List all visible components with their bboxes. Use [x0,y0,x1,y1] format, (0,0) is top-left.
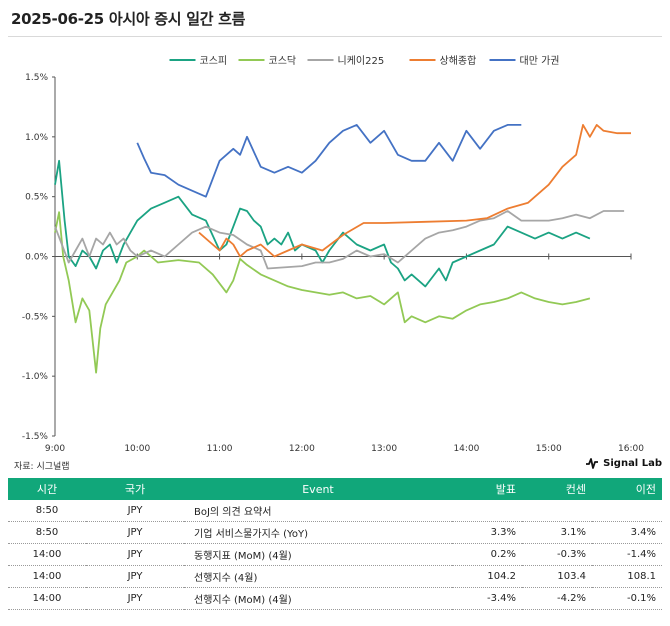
legend-label: 상해종합 [440,54,477,67]
header-actual: 발표 [452,478,522,500]
table-row: 14:00 JPY 동행지표 (MoM) (4월) 0.2% -0.3% -1.… [8,543,662,566]
y-tick-label: -1.0% [22,372,49,382]
chart-axes: 1.5% 1.0% 0.5% 0.0% -0.5% -1.0% -1.5% 9:00 10:00… [22,73,644,454]
x-tick-label: 12:00 [289,444,315,454]
asia-index-line-chart: 코스피 코스닥 니케이225 상해종합 대만 가권 1.5% 1.0% 0.5% 0.0% -0… [22,54,644,454]
event-previous: -0.1% [592,587,662,610]
page-title: 2025-06-25 아시아 증시 일간 흐름 [11,10,246,28]
event-country: JPY [86,587,184,610]
x-tick-label: 13:00 [371,444,397,454]
x-tick-label: 10:00 [124,444,150,454]
event-name: 기업 서비스물가지수 (YoY) [184,521,452,544]
event-actual: 104.2 [452,565,522,588]
event-actual: 3.3% [452,521,522,544]
signal-lab-brand: Signal Lab [585,457,662,469]
y-tick-label: 1.0% [25,133,48,143]
x-tick-label: 9:00 [45,444,65,454]
header-time: 시간 [8,478,86,500]
x-tick-label: 14:00 [453,444,479,454]
y-tick-label: -0.5% [22,312,49,322]
event-name: 선행지수 (MoM) (4월) [184,587,452,610]
event-previous: 3.4% [592,521,662,544]
event-consensus: 3.1% [522,521,592,544]
series-line-니케이225 [54,210,625,270]
table-row: 14:00 JPY 선행지수 (MoM) (4월) -3.4% -4.2% -0… [8,587,662,610]
event-country: JPY [86,543,184,566]
series-line-대만 가권 [136,124,522,198]
event-name: BoJ의 의견 요약서 [184,500,452,522]
event-name: 선행지수 (4월) [184,565,452,588]
legend-label: 대만 가권 [520,55,560,67]
event-consensus: 103.4 [522,565,592,588]
event-consensus: -4.2% [522,587,592,610]
event-time: 14:00 [8,565,86,588]
table-row: 8:50 JPY BoJ의 의견 요약서 [8,500,662,522]
event-consensus: -0.3% [522,543,592,566]
event-name: 동행지표 (MoM) (4월) [184,543,452,566]
chart-series [54,124,631,374]
event-time: 8:50 [8,500,86,522]
event-actual: -3.4% [452,587,522,610]
title-divider [8,36,662,37]
x-tick-label: 16:00 [618,444,644,454]
event-actual: 0.2% [452,543,522,566]
signal-lab-logo-icon [586,458,599,469]
header-country: 국가 [86,478,184,500]
event-time: 14:00 [8,543,86,566]
table-row: 14:00 JPY 선행지수 (4월) 104.2 103.4 108.1 [8,565,662,588]
event-consensus [522,500,592,522]
legend-label: 니케이225 [338,55,385,67]
y-tick-label: 0.5% [25,193,48,203]
event-time: 8:50 [8,521,86,544]
legend-label: 코스닥 [269,55,297,67]
table-row: 8:50 JPY 기업 서비스물가지수 (YoY) 3.3% 3.1% 3.4% [8,521,662,544]
series-line-코스피 [54,159,591,288]
y-tick-label: -1.5% [22,432,49,442]
events-header-row: 시간 국가 Event 발표 컨센 이전 [8,478,662,500]
x-tick-label: 11:00 [207,444,233,454]
event-country: JPY [86,521,184,544]
header-event: Event [184,478,452,500]
legend-label: 코스피 [200,55,228,67]
source-note: 자료: 시그널랩 [14,462,70,472]
header-previous: 이전 [592,478,662,500]
y-tick-label: 1.5% [25,73,48,83]
event-actual [452,500,522,522]
x-tick-label: 15:00 [536,444,562,454]
series-line-코스닥 [54,211,591,374]
series-line-상해종합 [198,124,631,258]
y-tick-label: 0.0% [25,253,48,263]
header-consensus: 컨센 [522,478,592,500]
chart-legend: 코스피 코스닥 니케이225 상해종합 대만 가권 [169,54,560,67]
economic-events-table: 시간 국가 Event 발표 컨센 이전 8:50 JPY BoJ의 의견 요약… [8,478,662,610]
event-country: JPY [86,565,184,588]
brand-name: Signal Lab [603,457,662,469]
event-time: 14:00 [8,587,86,610]
event-country: JPY [86,500,184,522]
event-previous: -1.4% [592,543,662,566]
event-previous [592,500,662,522]
event-previous: 108.1 [592,565,662,588]
